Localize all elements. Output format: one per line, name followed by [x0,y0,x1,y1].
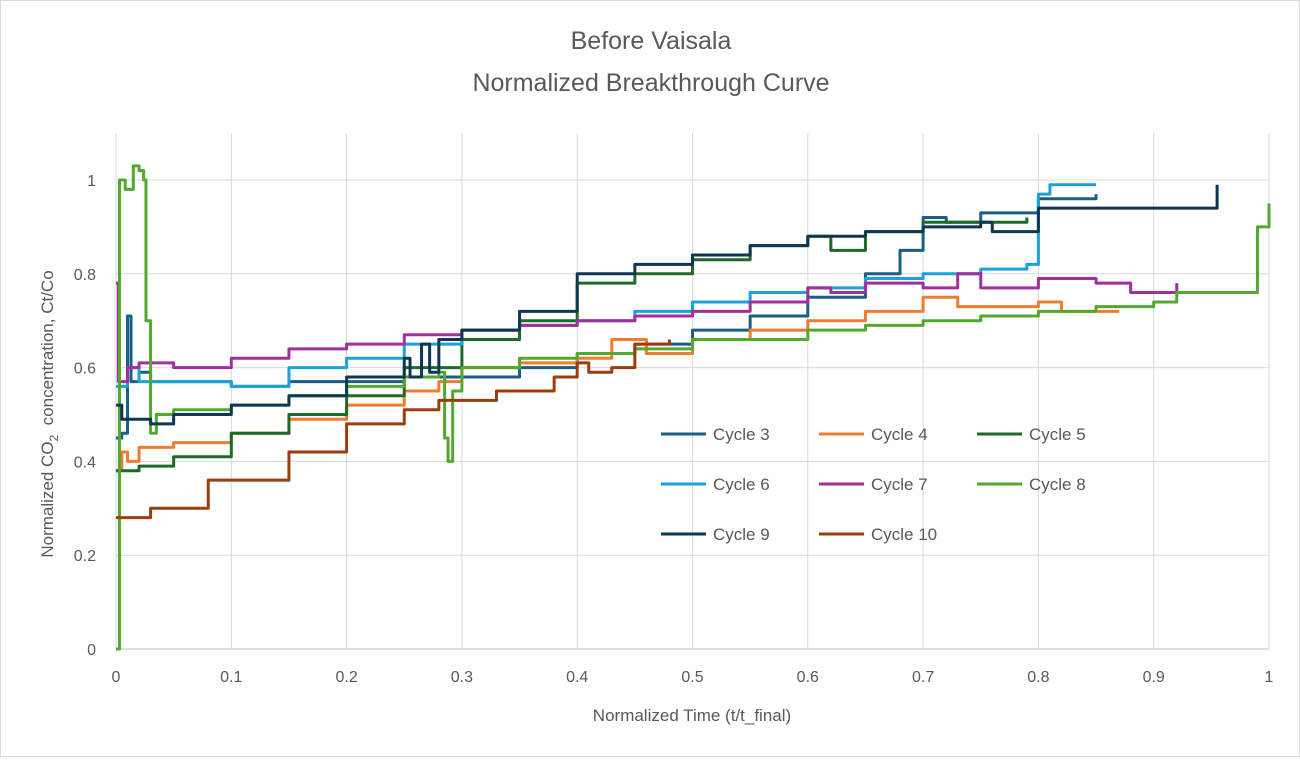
legend-item: Cycle 7 [819,475,928,494]
series-line-cycle-9 [116,184,1219,426]
legend-label: Cycle 9 [713,525,770,544]
gridlines [115,133,1270,650]
series-line-cycle-3 [116,194,1098,440]
legend-label: Cycle 5 [1029,425,1086,444]
y-tick-label: 1 [87,173,96,190]
legend-label: Cycle 3 [713,425,770,444]
y-axis-label-pre: Normalized CO [38,441,57,557]
y-axis-label: Normalized CO2 concentration, Ct/Co [38,270,61,557]
x-tick-labels: 0 0.1 0.2 0.3 0.4 0.5 0.6 0.7 0.8 0.9 1 [112,669,1274,686]
legend-label: Cycle 7 [871,475,928,494]
x-tick-label: 0.1 [220,669,242,686]
series-line-cycle-8 [116,164,1271,651]
legend-label: Cycle 6 [713,475,770,494]
x-tick-label: 0.2 [335,669,357,686]
legend-item: Cycle 3 [661,425,770,444]
series-line-cycle-10 [116,339,671,520]
x-tick-label: 0.7 [912,669,934,686]
legend: Cycle 3 Cycle 4 Cycle 5 Cycle 6 Cycle 7 Cycle… [661,425,1086,544]
y-tick-label: 0.8 [74,267,96,284]
y-axis-label-sub: 2 [47,434,61,441]
legend-item: Cycle 4 [819,425,928,444]
legend-item: Cycle 9 [661,525,770,544]
x-tick-label: 0.5 [681,669,703,686]
chart-title-line2: Normalized Breakthrough Curve [472,69,829,97]
series-line-cycle-6 [116,183,1097,388]
legend-label: Cycle 10 [871,525,937,544]
x-tick-label: 0 [112,669,121,686]
legend-item: Cycle 5 [977,425,1086,444]
x-tick-label: 0.3 [451,669,473,686]
y-tick-label: 0.2 [74,548,96,565]
x-tick-label: 0.8 [1027,669,1049,686]
x-axis-label: Normalized Time (t/t_final) [593,706,791,725]
series-line-cycle-7 [116,272,1179,384]
x-tick-label: 0.6 [797,669,819,686]
x-tick-label: 1 [1265,669,1274,686]
legend-label: Cycle 8 [1029,475,1086,494]
y-axis-label-post: concentration, Ct/Co [38,270,57,434]
y-tick-label: 0 [87,642,96,659]
series-line-cycle-4 [116,295,1120,473]
y-tick-label: 0.4 [74,454,96,471]
x-tick-label: 0.9 [1143,669,1165,686]
legend-item: Cycle 6 [661,475,770,494]
y-tick-labels: 0 0.2 0.4 0.6 0.8 1 [74,173,96,659]
y-tick-label: 0.6 [74,361,96,378]
x-tick-label: 0.4 [566,669,588,686]
legend-item: Cycle 10 [819,525,937,544]
legend-item: Cycle 8 [977,475,1086,494]
series-lines [116,164,1271,651]
legend-label: Cycle 4 [871,425,928,444]
chart-title-line1: Before Vaisala [571,27,732,55]
